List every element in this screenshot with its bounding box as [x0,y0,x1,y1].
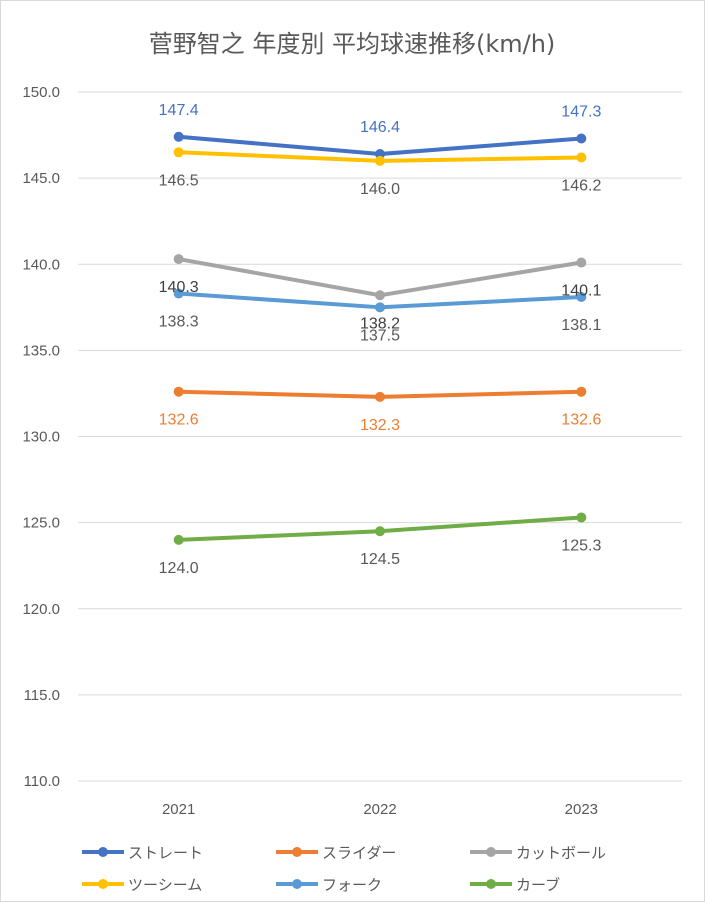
legend-marker-icon [292,847,302,857]
y-tick-label: 120.0 [22,601,60,618]
y-axis-ticks: 110.0 115.0 120.0 125.0 130.0 135.0 140.0 145.0… [22,84,60,790]
x-tick-label: 2021 [162,801,195,818]
y-tick-label: 150.0 [22,84,60,101]
y-tick-label: 115.0 [24,687,60,704]
data-point [375,290,385,301]
legend-marker-icon [486,847,496,857]
data-label: 124.0 [159,560,199,577]
y-tick-label: 145.0 [22,170,60,187]
chart-title: 菅野智之 年度別 平均球速推移(km/h) [149,30,556,58]
data-point [375,526,385,537]
y-tick-label: 130.0 [22,429,60,446]
data-point [576,512,587,523]
data-label: 132.6 [561,412,601,429]
legend-marker-icon [98,879,108,889]
data-point [375,149,385,160]
data-point [375,391,385,402]
legend-marker-icon [98,847,108,857]
y-tick-label: 110.0 [24,773,60,790]
data-label: 146.2 [561,177,601,194]
data-point [173,288,184,299]
data-label: 146.4 [360,119,400,136]
y-tick-label: 135.0 [22,342,60,359]
legend-marker-icon [292,879,302,889]
data-point [576,152,587,163]
data-label: 138.2 [360,315,400,332]
data-point [173,254,184,265]
x-axis-ticks: 2021 2022 2023 [162,801,598,818]
legend-label: フォーク [322,876,382,894]
data-label: 124.5 [360,551,400,568]
data-point [576,133,587,144]
series-group [173,131,587,545]
y-tick-label: 125.0 [22,515,60,532]
data-point [576,291,587,302]
data-label: 140.1 [561,283,601,300]
legend-label: ストレート [128,844,203,862]
data-label: 125.3 [561,537,601,554]
data-point [375,155,385,166]
data-point [173,147,184,158]
data-label: 138.1 [561,317,601,334]
data-point [173,131,184,142]
data-label: 132.6 [159,412,199,429]
data-point [375,302,385,313]
data-point [173,534,184,545]
data-label: 140.3 [159,279,199,296]
data-label: 146.5 [159,172,199,189]
data-point [576,257,587,268]
data-point [576,386,587,397]
legend-label: ツーシーム [128,876,202,894]
legend-label: スライダー [322,844,396,862]
legend-label: カットボール [516,844,606,862]
data-label: 132.3 [360,417,400,434]
x-tick-label: 2022 [363,801,396,818]
y-tick-label: 140.0 [22,256,60,273]
data-point [173,386,184,397]
data-label: 138.3 [159,314,199,331]
data-labels: 147.4 146.4 147.3 132.6 132.3 132.6 140.3 138.2… [159,102,602,577]
data-label: 147.3 [561,104,601,121]
legend-marker-icon [486,879,496,889]
data-label: 147.4 [159,102,199,119]
x-tick-label: 2023 [565,801,598,818]
data-label: 146.0 [360,181,400,198]
legend-label: カーブ [516,876,560,894]
data-label: 137.5 [360,327,400,344]
